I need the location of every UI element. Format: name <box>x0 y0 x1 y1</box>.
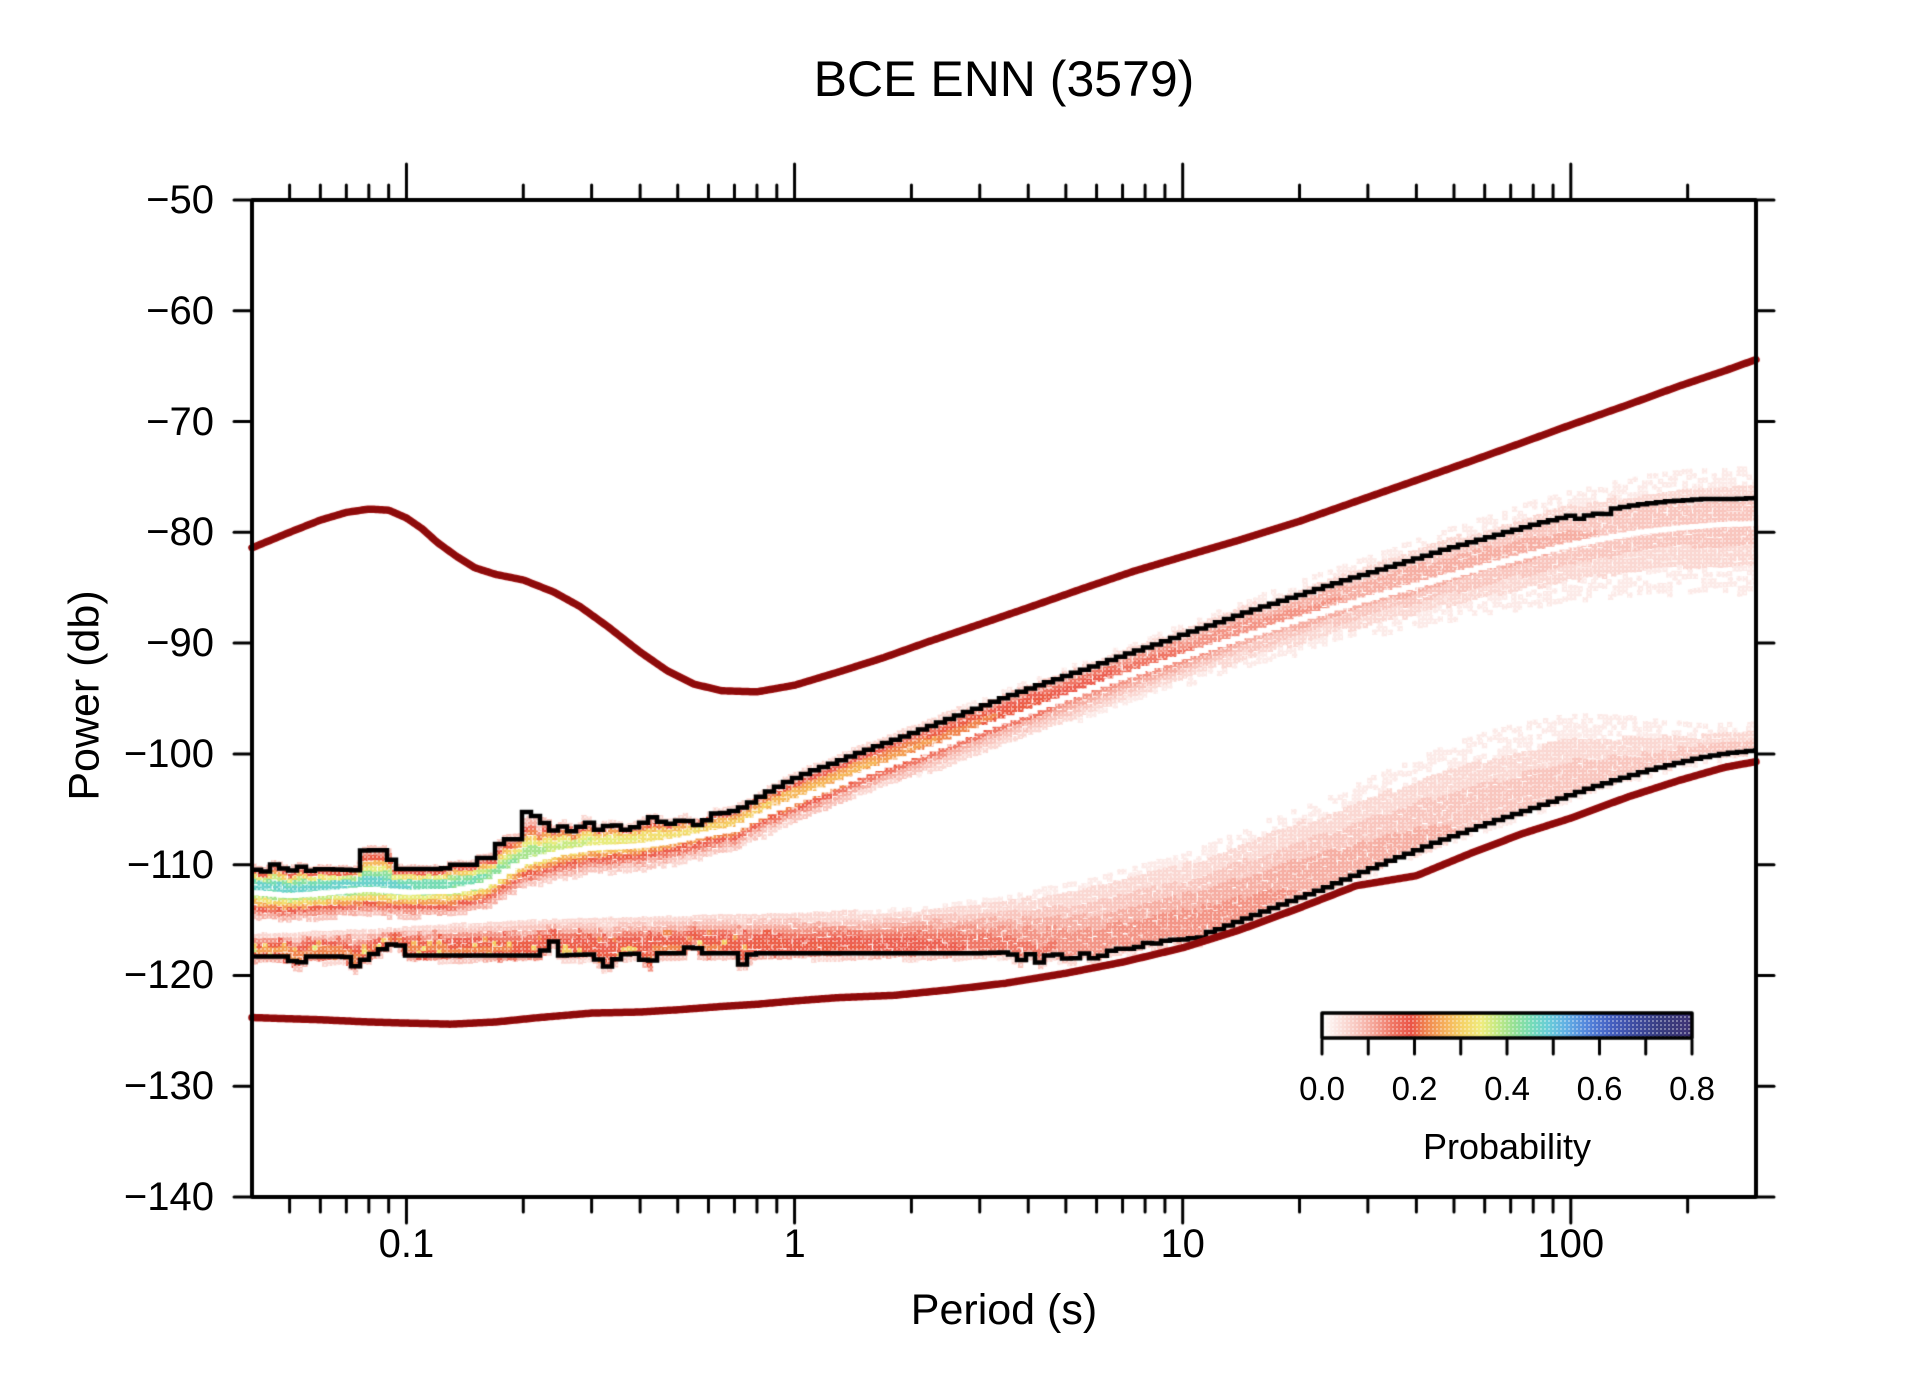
colorbar-tick-label: 0.0 <box>1299 1070 1345 1107</box>
x-tick-label: 1 <box>783 1222 806 1266</box>
y-tick-label: −60 <box>146 288 214 333</box>
x-tick-label: 100 <box>1537 1222 1605 1266</box>
colorbar-tick-label: 0.8 <box>1669 1070 1715 1107</box>
y-tick-label: −100 <box>123 731 214 776</box>
y-tick-label: −130 <box>123 1064 214 1109</box>
y-tick-label: −140 <box>123 1175 214 1219</box>
y-tick-label: −120 <box>123 953 214 998</box>
y-tick-label: −70 <box>146 399 214 444</box>
colorbar-tick-label: 0.4 <box>1484 1070 1530 1107</box>
chart-title: BCE ENN (3579) <box>813 51 1195 107</box>
y-tick-label: −80 <box>146 510 214 555</box>
y-tick-label: −90 <box>146 621 214 666</box>
y-tick-label: −50 <box>146 178 214 222</box>
colorbar-tick-label: 0.6 <box>1576 1070 1623 1107</box>
colorbar-title: Probability <box>1422 1126 1592 1167</box>
x-tick-label: 10 <box>1160 1222 1205 1266</box>
y-tick-label: −110 <box>126 842 214 887</box>
y-axis-title: Power (db) <box>60 590 109 801</box>
x-tick-label: 0.1 <box>378 1222 435 1266</box>
x-axis-title: Period (s) <box>910 1286 1098 1334</box>
colorbar-tick-label: 0.2 <box>1391 1070 1438 1107</box>
